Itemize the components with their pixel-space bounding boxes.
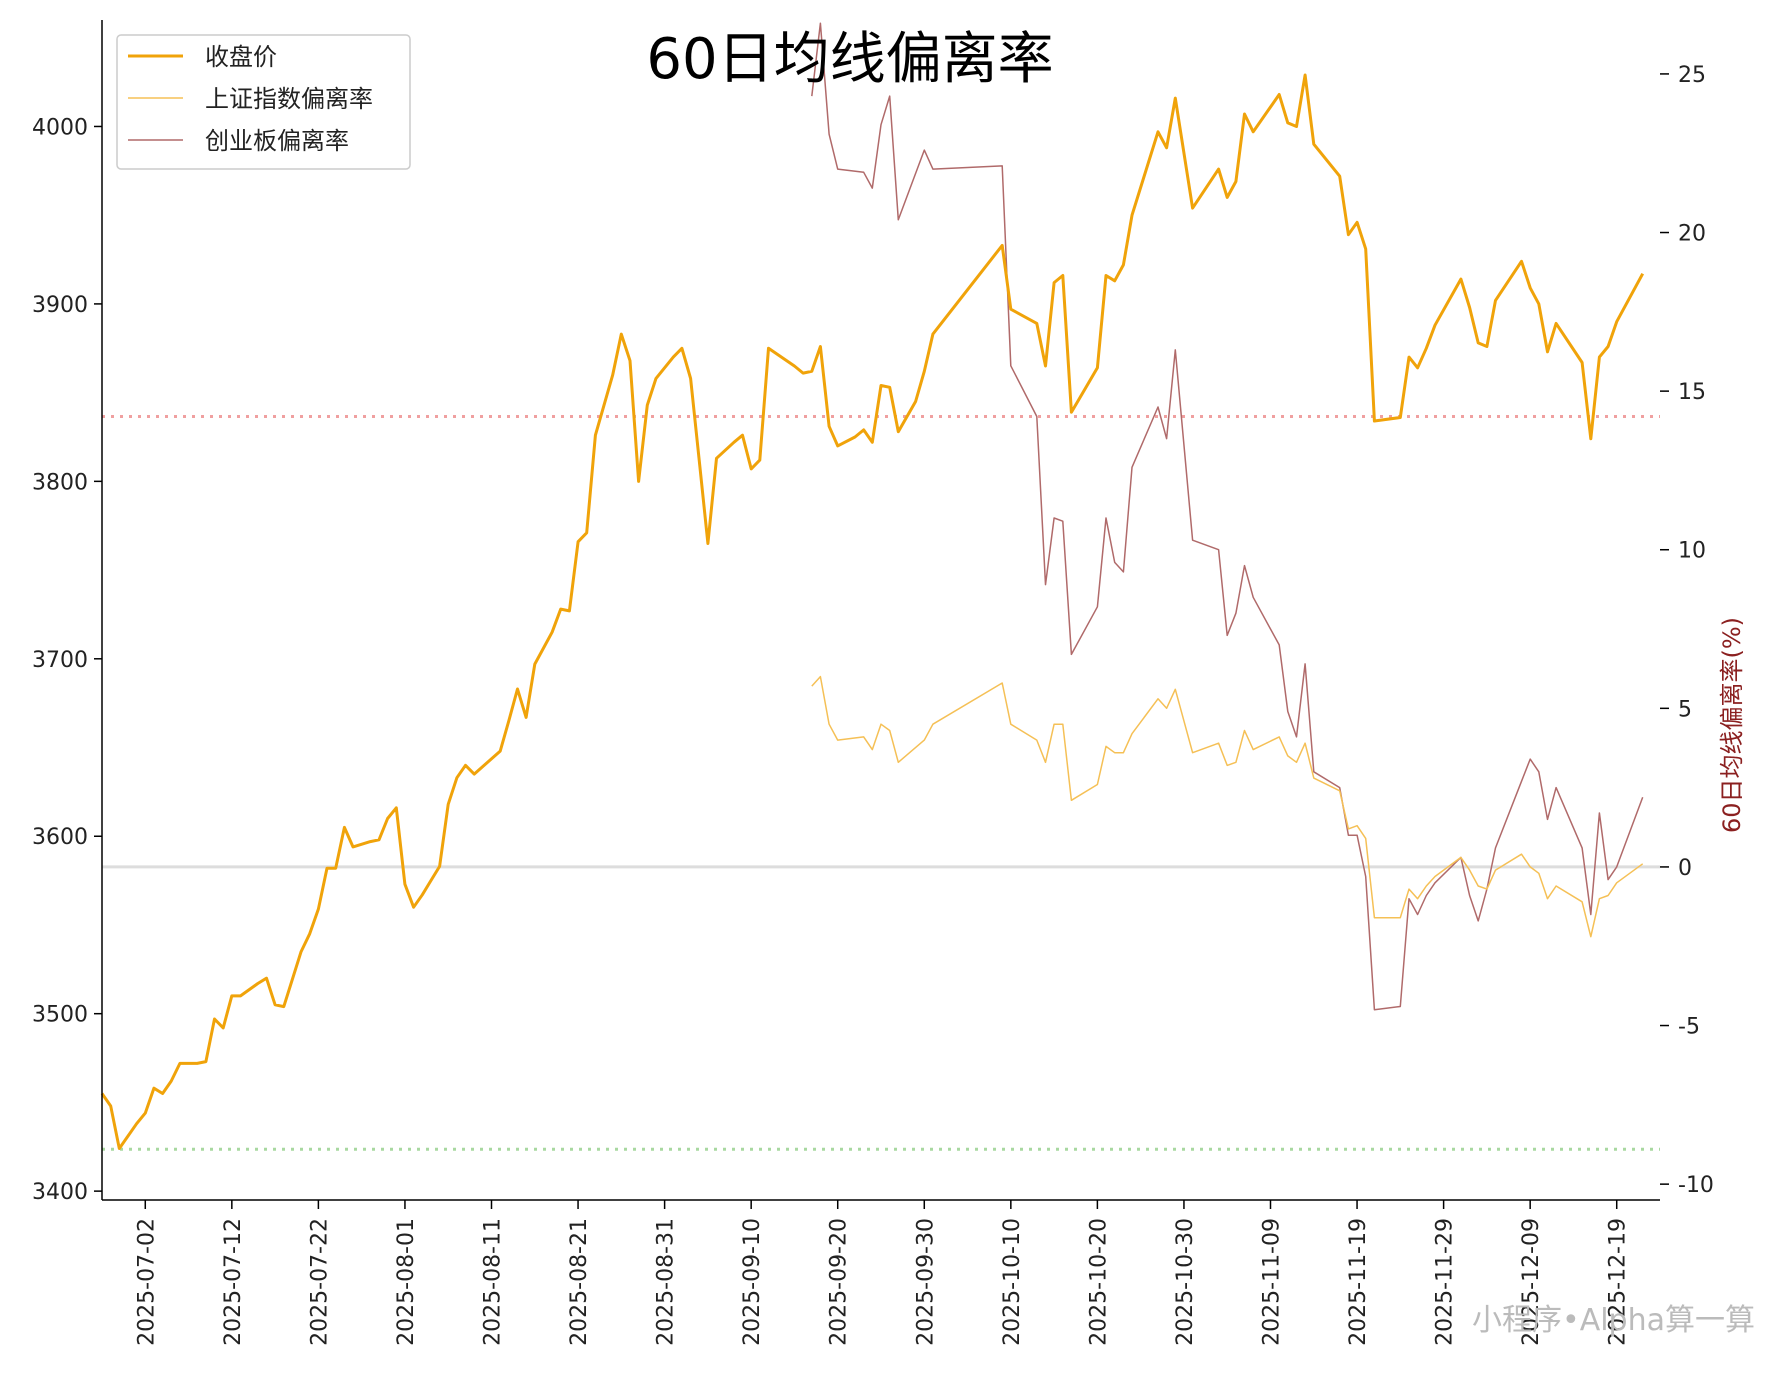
reference-lines	[102, 415, 1660, 1151]
series-line-1	[811, 675, 1644, 938]
x-tick-label: 2025-10-30	[1173, 1218, 1198, 1346]
y-left-tick-label: 3500	[32, 1003, 88, 1028]
x-tick-label: 2025-10-20	[1086, 1218, 1111, 1346]
y-right-tick-label: 20	[1678, 222, 1706, 247]
series-line-0	[100, 73, 1645, 1150]
y-axis-right-label: 60日均线偏离率(%)	[1718, 617, 1746, 833]
legend-box	[116, 34, 411, 170]
x-tick-label: 2025-08-21	[567, 1218, 592, 1346]
x-tick-label: 2025-12-19	[1606, 1218, 1631, 1346]
legend-label-sse: 上证指数偏离率	[205, 85, 373, 113]
x-tick-label: 2025-11-29	[1433, 1218, 1458, 1346]
x-tick-label: 2025-11-09	[1260, 1218, 1285, 1346]
chart-title: 60日均线偏离率	[646, 27, 1053, 92]
watermark: 小程序•Alpha算一算	[1472, 1303, 1755, 1338]
y-left-tick-label: 4000	[32, 115, 88, 140]
x-tick-label: 2025-08-01	[394, 1218, 419, 1346]
y-left-tick-label: 3700	[32, 648, 88, 673]
x-tick-label: 2025-07-02	[134, 1218, 159, 1346]
y-right-tick-label: -10	[1678, 1173, 1714, 1198]
legend-label-close: 收盘价	[205, 43, 277, 71]
x-tick-label: 2025-07-12	[221, 1218, 246, 1346]
x-tick-label: 2025-07-22	[307, 1218, 332, 1346]
x-tick-label: 2025-11-19	[1346, 1218, 1371, 1346]
x-tick-label: 2025-10-10	[1000, 1218, 1025, 1346]
legend: 收盘价 上证指数偏离率 创业板偏离率	[116, 34, 411, 170]
y-right-tick-label: -5	[1678, 1015, 1700, 1040]
y-right-tick-label: 0	[1678, 856, 1692, 881]
y-right-tick-label: 5	[1678, 697, 1692, 722]
series-layer	[100, 22, 1645, 1150]
x-tick-label: 2025-09-20	[827, 1218, 852, 1346]
legend-label-chinext: 创业板偏离率	[205, 127, 349, 155]
x-tick-label: 2025-09-30	[913, 1218, 938, 1346]
x-tick-label: 2025-12-09	[1519, 1218, 1544, 1346]
x-tick-label: 2025-08-11	[481, 1218, 506, 1346]
x-tick-label: 2025-09-10	[740, 1218, 765, 1346]
series-line-2	[811, 22, 1644, 1011]
y-left-tick-label: 3800	[32, 470, 88, 495]
axes-layer: 3400 3500 3600 3700 3800 3900 4000 -10 -5 0 5 10 15 2…	[32, 20, 1714, 1346]
y-right-tick-label: 10	[1678, 539, 1706, 564]
y-left-tick-label: 3900	[32, 293, 88, 318]
y-right-tick-label: 15	[1678, 380, 1706, 405]
x-tick-label: 2025-08-31	[654, 1218, 679, 1346]
y-left-tick-label: 3400	[32, 1180, 88, 1205]
y-right-tick-label: 25	[1678, 63, 1706, 88]
y-left-tick-label: 3600	[32, 825, 88, 850]
